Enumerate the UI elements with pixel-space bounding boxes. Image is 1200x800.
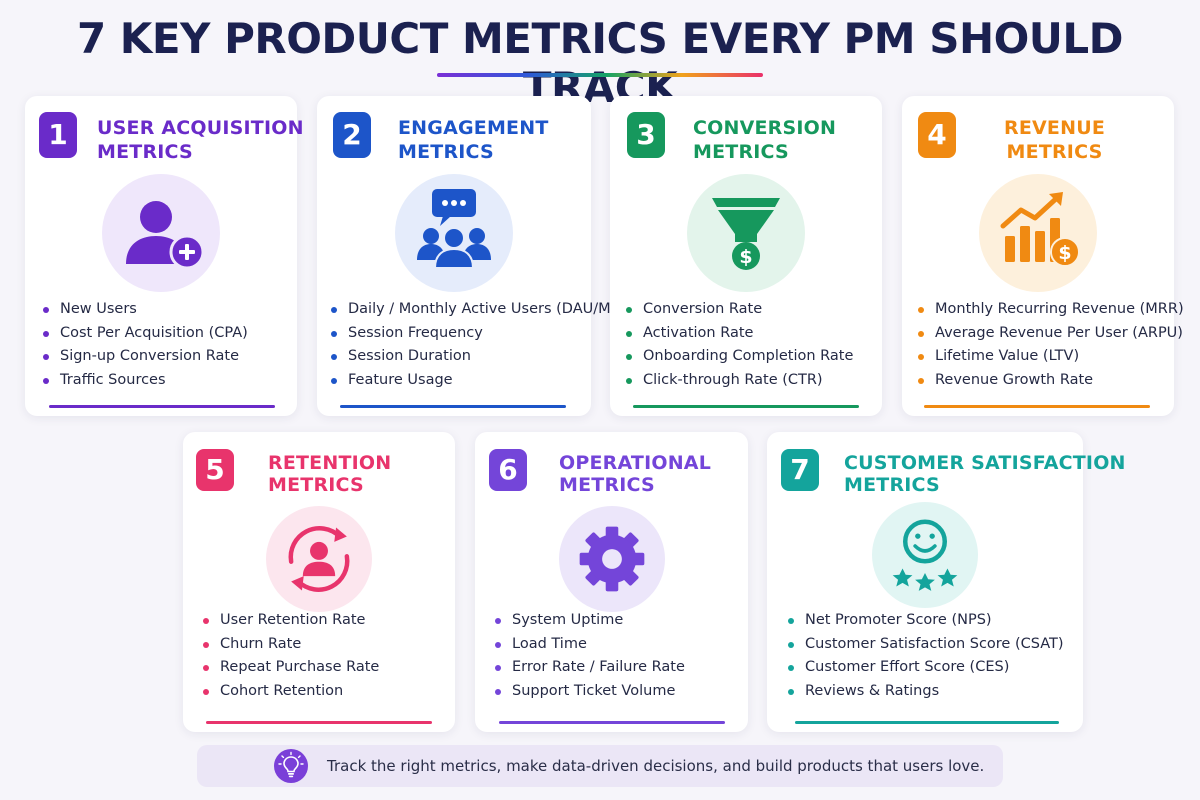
card-title-line2: METRICS (1006, 141, 1103, 163)
card-title-line2: METRICS (693, 141, 789, 163)
card-customer-satisfaction: 7 CUSTOMER SATISFACTION METRICS Net Prom… (767, 432, 1125, 732)
card-number-badge: 7 (781, 449, 819, 491)
card-title-line1: REVENUE (1004, 117, 1106, 139)
list-item: Revenue Growth Rate (918, 369, 1184, 393)
card-user-acquisition: 1 USER ACQUISITION METRICS New Users Cos… (25, 96, 303, 416)
card-title: ENGAGEMENT METRICS (398, 116, 549, 164)
card-accent-bar (924, 405, 1150, 408)
card-number-badge: 6 (489, 449, 527, 491)
card-accent-bar (206, 721, 432, 724)
list-item: Cost Per Acquisition (CPA) (43, 322, 248, 346)
svg-text:$: $ (1058, 242, 1071, 264)
list-item: Feature Usage (331, 369, 637, 393)
card-title-line1: RETENTION (268, 452, 392, 474)
metric-list: Conversion Rate Activation Rate Onboardi… (626, 298, 853, 392)
card-engagement: 2 ENGAGEMENT METRICS Daily / Monthly Act… (317, 96, 637, 416)
list-item: Lifetime Value (LTV) (918, 345, 1184, 369)
list-item: Session Duration (331, 345, 637, 369)
card-title-line1: OPERATIONAL (559, 452, 712, 474)
card-number-badge: 2 (333, 112, 371, 158)
metric-list: User Retention Rate Churn Rate Repeat Pu… (203, 609, 379, 703)
list-item: Net Promoter Score (NPS) (788, 609, 1064, 633)
card-accent-bar (49, 405, 275, 408)
smiley-stars-icon (872, 502, 978, 608)
list-item: Onboarding Completion Rate (626, 345, 853, 369)
metric-list: Net Promoter Score (NPS) Customer Satisf… (788, 609, 1064, 703)
list-item: Click-through Rate (CTR) (626, 369, 853, 393)
page-title: 7 KEY PRODUCT METRICS EVERY PM SHOULD TR… (76, 14, 1124, 112)
card-number-badge: 1 (39, 112, 77, 158)
footer-banner: Track the right metrics, make data-drive… (197, 745, 1003, 787)
list-item: Daily / Monthly Active Users (DAU/MAU) (331, 298, 637, 322)
list-item: Support Ticket Volume (495, 680, 685, 704)
card-title-line1: ENGAGEMENT (398, 117, 549, 139)
card-conversion: 3 CONVERSION METRICS $ Conversion Rate A… (610, 96, 882, 416)
metric-list: New Users Cost Per Acquisition (CPA) Sig… (43, 298, 248, 392)
list-item: Conversion Rate (626, 298, 853, 322)
list-item: Session Frequency (331, 322, 637, 346)
list-item: Customer Effort Score (CES) (788, 656, 1064, 680)
list-item: User Retention Rate (203, 609, 379, 633)
card-title-line2: METRICS (844, 474, 940, 496)
card-accent-bar (499, 721, 725, 724)
card-accent-bar (633, 405, 859, 408)
funnel-dollar-icon: $ (687, 174, 805, 292)
card-title: REVENUE METRICS (1004, 116, 1105, 164)
card-title: OPERATIONAL METRICS (559, 452, 711, 496)
lightbulb-icon (274, 749, 308, 783)
users-chat-icon (395, 174, 513, 292)
user-cycle-icon (266, 506, 372, 612)
card-retention: 5 RETENTION METRICS User Retention Rate … (183, 432, 455, 732)
list-item: Cohort Retention (203, 680, 379, 704)
list-item: Repeat Purchase Rate (203, 656, 379, 680)
card-title-line2: METRICS (398, 141, 494, 163)
card-title-line1: CUSTOMER SATISFACTION (844, 452, 1126, 474)
card-accent-bar (340, 405, 566, 408)
svg-text:$: $ (739, 246, 752, 268)
card-title-line2: METRICS (559, 474, 655, 496)
card-title: RETENTION METRICS (268, 452, 391, 496)
card-operational: 6 OPERATIONAL METRICS System Uptime Load… (475, 432, 748, 732)
list-item: Error Rate / Failure Rate (495, 656, 685, 680)
card-accent-bar (795, 721, 1059, 724)
list-item: Monthly Recurring Revenue (MRR) (918, 298, 1184, 322)
list-item: Average Revenue Per User (ARPU) (918, 322, 1184, 346)
metric-list: System Uptime Load Time Error Rate / Fai… (495, 609, 685, 703)
list-item: System Uptime (495, 609, 685, 633)
card-number-badge: 3 (627, 112, 665, 158)
title-underline (437, 73, 763, 77)
metric-list: Monthly Recurring Revenue (MRR) Average … (918, 298, 1184, 392)
revenue-growth-icon: $ (979, 174, 1097, 292)
card-number-badge: 4 (918, 112, 956, 158)
card-revenue: 4 REVENUE METRICS $ Monthly Recurring Re… (902, 96, 1184, 416)
list-item: Customer Satisfaction Score (CSAT) (788, 633, 1064, 657)
footer-text: Track the right metrics, make data-drive… (327, 757, 985, 775)
card-number-badge: 5 (196, 449, 234, 491)
metric-list: Daily / Monthly Active Users (DAU/MAU) S… (331, 298, 637, 392)
list-item: Traffic Sources (43, 369, 248, 393)
list-item: Activation Rate (626, 322, 853, 346)
list-item: New Users (43, 298, 248, 322)
list-item: Sign-up Conversion Rate (43, 345, 248, 369)
user-add-icon (102, 174, 220, 292)
gear-icon (558, 506, 665, 612)
card-title-line1: CONVERSION (693, 117, 837, 139)
card-title-line2: METRICS (97, 141, 193, 163)
card-title: CUSTOMER SATISFACTION METRICS (844, 452, 1126, 496)
card-title-line1: USER ACQUISITION (97, 117, 304, 139)
card-title-line2: METRICS (268, 474, 364, 496)
list-item: Churn Rate (203, 633, 379, 657)
card-title: USER ACQUISITION METRICS (97, 116, 304, 164)
list-item: Reviews & Ratings (788, 680, 1064, 704)
list-item: Load Time (495, 633, 685, 657)
card-title: CONVERSION METRICS (693, 116, 836, 164)
